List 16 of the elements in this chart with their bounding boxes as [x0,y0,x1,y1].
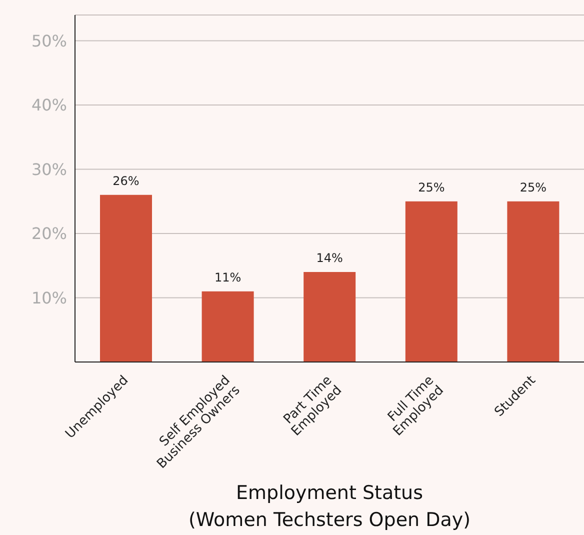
data-label: 25% [520,180,547,194]
bar [202,291,254,362]
bar [405,201,458,362]
bar [507,201,560,362]
data-label: 11% [214,270,242,284]
x-axis-title: Employment Status (Women Techsters Open Day) [187,481,472,533]
y-tick-label: 30% [31,160,67,179]
y-tick-label: 50% [31,31,67,50]
data-label: 26% [112,174,140,188]
y-tick-label: 10% [31,288,67,308]
bar [304,272,356,362]
data-label: 14% [316,251,343,266]
data-label: 25% [418,180,445,194]
y-tick-label: 40% [31,96,67,115]
y-tick-label: 20% [31,224,67,244]
bar [100,194,152,362]
